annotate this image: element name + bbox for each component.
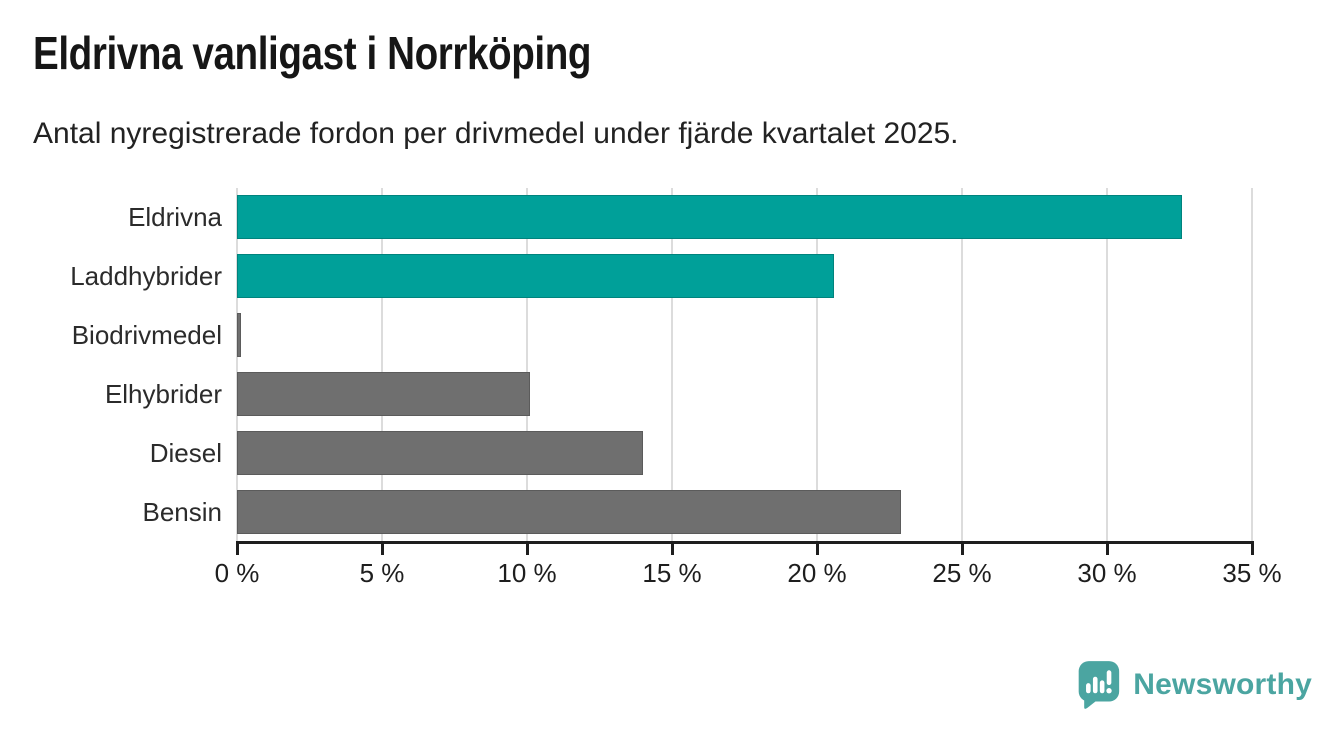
bar-biodrivmedel [237, 313, 242, 358]
gridline [1251, 188, 1253, 541]
x-tick-label: 20 % [787, 558, 847, 588]
bar-elhybrider [237, 371, 530, 416]
x-tick-label: 30 % [1077, 558, 1137, 588]
chart-title: Eldrivna vanligast i Norrköping [33, 27, 592, 79]
x-tick-label: 15 % [642, 558, 702, 588]
newsworthy-logo: Newsworthy [1075, 659, 1312, 711]
bar-laddhybrider [237, 254, 835, 299]
category-label-elhybrider: Elhybrider [104, 378, 222, 409]
bar-chart-plot [236, 188, 1253, 541]
category-label-biodrivmedel: Biodrivmedel [71, 320, 222, 351]
x-tick-mark [1105, 544, 1109, 555]
category-label-eldrivna: Eldrivna [128, 202, 222, 233]
gridline [1106, 188, 1108, 541]
x-axis-line [236, 541, 1254, 544]
x-tick-mark [380, 544, 384, 555]
x-axis: 0 % 5 % 10 % 15 % 20 % 25 % 30 % 35 % [215, 541, 1282, 601]
category-label-bensin: Bensin [142, 496, 223, 527]
newsworthy-logo-text: Newsworthy [1133, 668, 1312, 701]
bar-eldrivna [237, 195, 1183, 240]
gridline [671, 188, 673, 541]
gridline [816, 188, 818, 541]
gridline [526, 188, 528, 541]
gridline [381, 188, 383, 541]
bar-chart-speech-bubble-icon [1078, 661, 1120, 709]
category-label-diesel: Diesel [149, 437, 222, 468]
x-tick-mark [815, 544, 819, 555]
x-tick-mark [670, 544, 674, 555]
x-tick-label: 10 % [497, 558, 557, 588]
bar-diesel [237, 430, 643, 475]
bar-bensin [237, 489, 902, 534]
x-tick-label: 0 % [214, 558, 260, 588]
x-tick-mark [235, 544, 239, 555]
gridline [236, 188, 238, 541]
x-tick-label: 35 % [1222, 558, 1282, 588]
chart-subtitle: Antal nyregistrerade fordon per drivmede… [33, 117, 959, 150]
x-tick-mark [1250, 544, 1254, 555]
x-tick-mark [960, 544, 964, 555]
x-tick-mark [525, 544, 529, 555]
x-tick-label: 5 % [359, 558, 405, 588]
x-tick-label: 25 % [932, 558, 992, 588]
category-labels: Eldrivna Laddhybrider Biodrivmedel Elhybrid… [0, 188, 222, 541]
category-label-laddhybrider: Laddhybrider [70, 261, 222, 292]
gridline [961, 188, 963, 541]
